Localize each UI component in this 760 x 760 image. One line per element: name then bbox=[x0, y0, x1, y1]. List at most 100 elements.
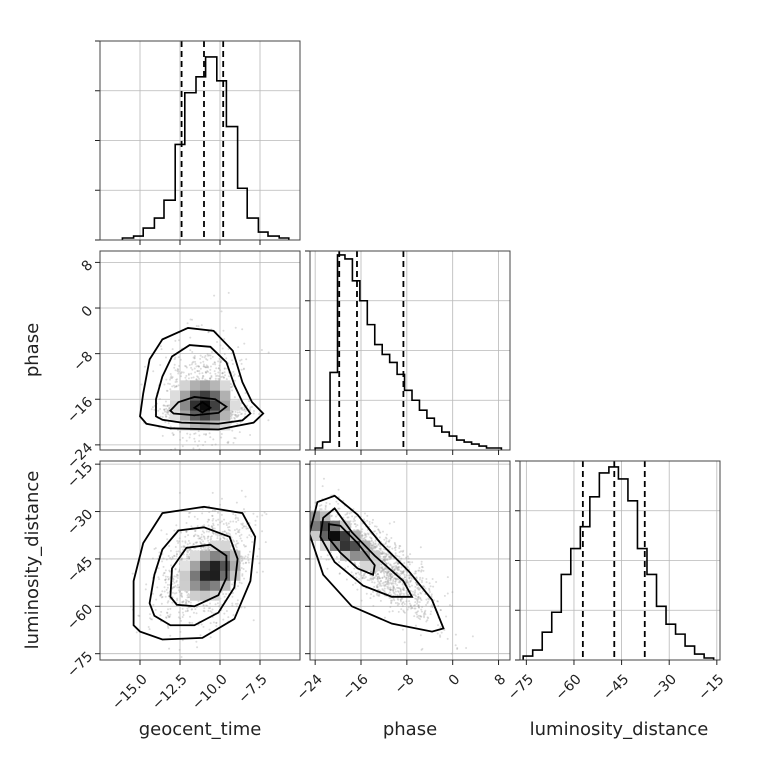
sample-point bbox=[378, 547, 381, 550]
sample-point bbox=[330, 515, 333, 518]
sample-point bbox=[368, 520, 371, 523]
sample-point bbox=[177, 550, 180, 553]
sample-point bbox=[388, 540, 391, 543]
sample-point bbox=[206, 365, 209, 368]
sample-point bbox=[187, 596, 190, 599]
sample-point bbox=[151, 406, 154, 409]
y-tick-label: −30 bbox=[64, 507, 96, 539]
sample-point bbox=[430, 593, 433, 596]
sample-point bbox=[206, 370, 209, 373]
sample-point bbox=[389, 588, 392, 591]
sample-point bbox=[234, 410, 237, 413]
sample-point bbox=[361, 528, 364, 531]
sample-point bbox=[173, 529, 176, 532]
sample-point bbox=[161, 590, 164, 593]
sample-point bbox=[401, 550, 404, 553]
sample-point bbox=[234, 602, 237, 605]
sample-point bbox=[240, 362, 243, 365]
sample-point bbox=[370, 546, 373, 549]
sample-point bbox=[389, 606, 392, 609]
sample-point bbox=[388, 596, 391, 599]
sample-point bbox=[417, 595, 420, 598]
sample-point bbox=[223, 337, 226, 340]
sample-point bbox=[169, 613, 172, 616]
sample-point bbox=[394, 580, 397, 583]
sample-point bbox=[179, 358, 182, 361]
sample-point bbox=[383, 616, 386, 619]
sample-point bbox=[420, 570, 423, 573]
sample-point bbox=[166, 611, 169, 614]
sample-point bbox=[227, 528, 230, 531]
sample-point bbox=[207, 539, 210, 542]
sample-point bbox=[188, 621, 191, 624]
sample-point bbox=[374, 570, 377, 573]
sample-point bbox=[206, 537, 209, 540]
sample-point bbox=[240, 407, 243, 410]
sample-point bbox=[344, 513, 347, 516]
sample-point bbox=[396, 604, 399, 607]
density-cell bbox=[340, 550, 351, 561]
sample-point bbox=[201, 530, 204, 533]
sample-point bbox=[383, 570, 386, 573]
sample-point bbox=[378, 588, 381, 591]
sample-point bbox=[182, 548, 185, 551]
sample-point bbox=[396, 562, 399, 565]
sample-point bbox=[409, 605, 412, 608]
sample-point bbox=[186, 594, 189, 597]
sample-point bbox=[235, 415, 238, 418]
sample-point bbox=[172, 433, 175, 436]
sample-point bbox=[204, 440, 207, 443]
sample-point bbox=[181, 607, 184, 610]
sample-point bbox=[383, 560, 386, 563]
sample-point bbox=[371, 548, 374, 551]
sample-point bbox=[217, 367, 220, 370]
sample-point bbox=[212, 524, 215, 527]
sample-point bbox=[379, 570, 382, 573]
sample-point bbox=[231, 359, 234, 362]
sample-point bbox=[225, 522, 228, 525]
sample-point bbox=[166, 601, 169, 604]
sample-point bbox=[386, 582, 389, 585]
sample-point bbox=[182, 546, 185, 549]
sample-point bbox=[394, 561, 397, 564]
sample-point bbox=[419, 596, 422, 599]
sample-point bbox=[379, 583, 382, 586]
sample-point bbox=[211, 527, 214, 530]
sample-point bbox=[233, 379, 236, 382]
sample-point bbox=[202, 535, 205, 538]
sample-point bbox=[389, 557, 392, 560]
sample-point bbox=[199, 354, 202, 357]
sample-point bbox=[399, 588, 402, 591]
sample-point bbox=[390, 602, 393, 605]
sample-point bbox=[190, 525, 193, 528]
sample-point bbox=[381, 565, 384, 568]
sample-point bbox=[180, 594, 183, 597]
sample-point bbox=[236, 542, 239, 545]
sample-point bbox=[352, 508, 355, 511]
sample-point bbox=[191, 350, 194, 353]
sample-point bbox=[371, 518, 374, 521]
sample-point bbox=[209, 607, 212, 610]
sample-point bbox=[386, 570, 389, 573]
sample-point bbox=[178, 586, 181, 589]
sample-point bbox=[244, 555, 247, 558]
density-cell bbox=[230, 550, 241, 561]
sample-point bbox=[187, 592, 190, 595]
sample-point bbox=[395, 565, 398, 568]
sample-point bbox=[395, 564, 398, 567]
sample-point bbox=[203, 356, 206, 359]
sample-point bbox=[419, 615, 422, 618]
sample-point bbox=[386, 545, 389, 548]
sample-point bbox=[388, 555, 391, 558]
sample-point bbox=[392, 590, 395, 593]
sample-point bbox=[164, 421, 167, 424]
sample-point bbox=[192, 356, 195, 359]
sample-point bbox=[247, 527, 250, 530]
sample-point bbox=[399, 600, 402, 603]
sample-point bbox=[171, 385, 174, 388]
sample-point bbox=[396, 555, 399, 558]
sample-point bbox=[220, 590, 223, 593]
sample-point bbox=[306, 499, 308, 501]
sample-point bbox=[194, 362, 197, 365]
sample-point bbox=[188, 556, 191, 559]
